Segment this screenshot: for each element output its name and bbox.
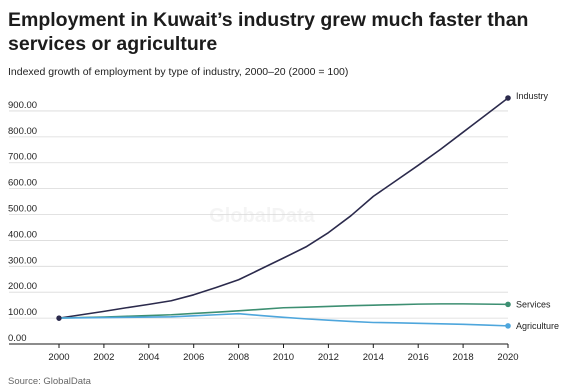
x-tick-label: 2014 [363,352,384,363]
y-tick-label: 300.00 [8,255,37,266]
x-tick-label: 2018 [453,352,474,363]
y-tick-label: 600.00 [8,178,37,189]
series-lines [56,95,511,329]
y-tick-label: 800.00 [8,126,37,137]
watermark: GlobalData [209,205,315,227]
series-label-services: Services [516,299,551,309]
series-label-industry: Industry [516,91,549,101]
end-point-services [505,301,511,308]
chart-title: Employment in Kuwait’s industry grew muc… [8,9,529,55]
series-line-agriculture [58,312,509,327]
x-axis-ticks: 2000 2002 2004 2006 2008 2010 2012 2014 2016 2018… [48,344,519,363]
y-tick-label: 100.00 [8,307,37,318]
y-tick-label: 900.00 [8,100,37,111]
y-tick-label: 400.00 [8,229,37,240]
grid-lines [9,110,508,345]
x-tick-label: 2020 [497,352,518,363]
series-line-industry [58,97,509,319]
series-line-services [58,303,509,319]
x-tick-label: 2016 [408,352,429,363]
source-note: Source: GlobalData [8,376,91,387]
y-tick-label: 700.00 [8,152,37,163]
y-tick-label: 0.00 [8,333,27,344]
y-tick-label: 200.00 [8,281,37,292]
x-tick-label: 2008 [228,352,249,363]
x-tick-label: 2004 [138,352,159,363]
start-point-agriculture [56,315,62,321]
series-label-agriculture: Agriculture [516,321,559,331]
end-point-industry [505,95,511,101]
x-tick-label: 2006 [183,352,204,363]
x-tick-label: 2010 [273,352,294,363]
series-labels: Industry Services Agriculture [516,91,559,331]
end-point-agriculture [505,323,511,329]
chart-subtitle: Indexed growth of employment by type of … [8,66,349,78]
x-tick-label: 2012 [318,352,339,363]
y-axis-ticks: 0.00 100.00 200.00 300.00 400.00 500.00 600.00… [8,100,37,344]
y-tick-label: 500.00 [8,204,37,215]
x-tick-label: 2002 [93,352,114,363]
x-tick-label: 2000 [48,352,69,363]
